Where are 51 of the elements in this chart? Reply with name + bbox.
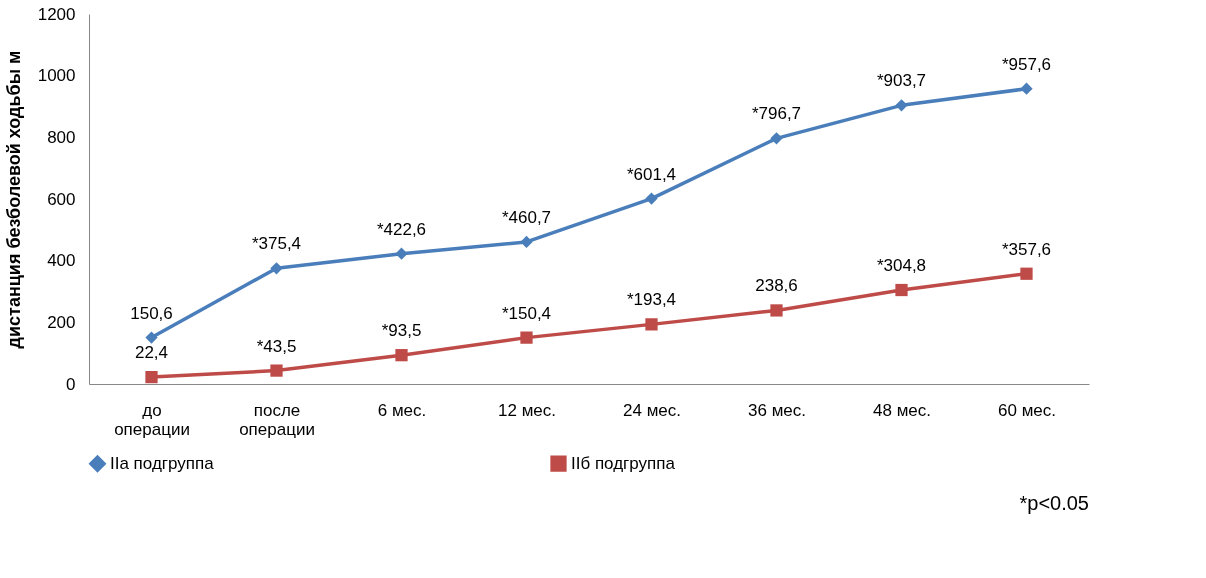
data-label: *357,6 — [1001, 239, 1052, 259]
point — [1020, 82, 1033, 95]
legend-label: IIа подгруппа — [110, 453, 215, 473]
point — [395, 247, 408, 260]
point — [645, 318, 658, 331]
x-tick-label: 48 мес. — [873, 400, 931, 420]
data-label: *422,6 — [376, 219, 427, 239]
data-label: *93,5 — [381, 321, 422, 341]
y-tick-label: 400 — [47, 251, 76, 271]
data-label: *193,4 — [626, 290, 677, 310]
y-axis-title: дистанция безболевой ходьбы м — [3, 50, 24, 349]
point — [770, 132, 783, 145]
data-label: *375,4 — [251, 234, 302, 254]
legend-label: IIб подгруппа — [571, 453, 676, 473]
data-label: *601,4 — [626, 164, 677, 184]
point — [145, 370, 158, 384]
y-tick-label: 1000 — [37, 66, 76, 86]
x-tick-label: после операции — [239, 400, 315, 439]
x-tick-label: 60 мес. — [998, 400, 1056, 420]
y-tick-label: 600 — [47, 189, 76, 209]
data-label: *150,4 — [501, 303, 552, 323]
x-tick-label: до операции — [114, 400, 190, 439]
x-tick-label: 6 мес. — [377, 400, 427, 420]
data-label: *796,7 — [751, 104, 802, 124]
text: *p<0.05 — [1019, 492, 1089, 514]
point — [895, 283, 908, 297]
data-label: 238,6 — [755, 276, 798, 296]
point — [895, 99, 908, 112]
point — [770, 304, 783, 317]
x-tick-label: 12 мес. — [498, 400, 556, 420]
x-tick-label: 36 мес. — [748, 400, 806, 420]
data-label: 22,4 — [134, 343, 169, 363]
point — [270, 262, 283, 275]
point — [145, 331, 158, 344]
point — [520, 331, 533, 344]
point — [270, 364, 283, 377]
y-tick-label: 800 — [47, 127, 76, 147]
data-label: *304,8 — [876, 256, 927, 276]
y-tick-label: 1200 — [37, 4, 76, 24]
y-tick-label: 200 — [47, 312, 76, 332]
point — [520, 235, 533, 249]
data-label: *957,6 — [1001, 54, 1052, 74]
data-label: *903,7 — [876, 71, 927, 91]
data-label: 150,6 — [130, 303, 173, 323]
point — [645, 192, 658, 205]
data-label: *460,7 — [501, 207, 552, 227]
point — [395, 349, 408, 362]
y-tick-label: 0 — [66, 374, 76, 394]
data-label: *43,5 — [256, 336, 297, 356]
x-tick-label: 24 мес. — [623, 400, 681, 420]
point — [1020, 267, 1033, 280]
